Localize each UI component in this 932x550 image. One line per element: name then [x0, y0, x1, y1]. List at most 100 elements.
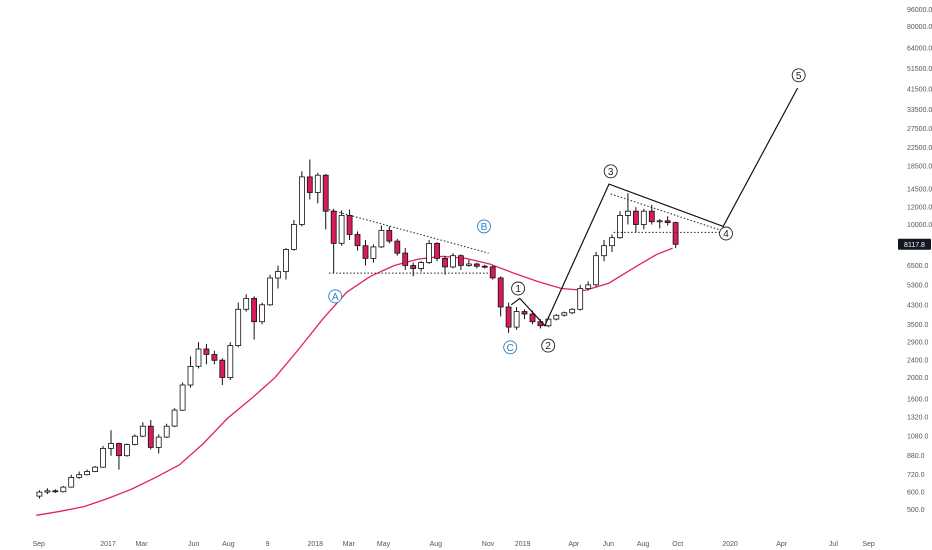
wave-label-text: 5: [796, 71, 802, 82]
candle-body-down: [505, 306, 512, 328]
candle-body-up: [426, 242, 433, 263]
wave-label-a: A: [328, 289, 343, 304]
candle: [259, 302, 266, 325]
x-tick-label: 2018: [308, 541, 324, 548]
y-tick-label: 64000.0: [907, 45, 932, 52]
candle: [44, 488, 51, 494]
candle-body-up: [450, 255, 456, 268]
wave-label-3: 3: [603, 164, 618, 179]
candle: [617, 211, 623, 239]
y-tick-label: 14500.0: [907, 187, 932, 194]
wave-label-c: C: [503, 340, 518, 355]
x-tick-label: May: [377, 541, 391, 548]
candle-body-down: [481, 265, 488, 268]
candle: [124, 443, 130, 457]
candle: [306, 159, 313, 200]
candle-body-up: [418, 262, 425, 269]
candle-body-down: [219, 359, 226, 378]
candle: [450, 253, 456, 269]
candle-body-down: [346, 214, 353, 235]
candle: [338, 210, 345, 246]
candle: [235, 302, 242, 348]
candle: [195, 342, 202, 369]
candle-body-down: [147, 425, 154, 448]
candle-body-up: [338, 214, 345, 244]
candle-body-down: [648, 210, 655, 223]
candle: [465, 259, 472, 267]
candle-body-down: [306, 176, 313, 193]
candle-body-up: [275, 271, 281, 279]
wave-label-circle: [328, 289, 343, 304]
candle: [330, 208, 337, 274]
x-tick-label: Mar: [343, 541, 356, 548]
candle-body-up: [298, 176, 305, 225]
candle-body-down: [211, 354, 218, 361]
candle: [322, 174, 329, 230]
y-tick-label: 1080.0: [907, 434, 929, 441]
candle: [76, 471, 83, 479]
candle-body-up: [44, 490, 51, 493]
candle-body-up: [513, 311, 520, 328]
candle: [378, 225, 385, 249]
candle-body-up: [601, 245, 607, 257]
y-tick-label: 1600.0: [907, 396, 929, 403]
candle: [656, 219, 663, 229]
candle: [219, 358, 226, 385]
candle-body-down: [410, 265, 417, 269]
candle-body-down: [489, 266, 496, 279]
y-tick-label: 5300.0: [907, 282, 929, 289]
candle: [609, 234, 615, 252]
candle-body-up: [76, 474, 83, 478]
y-tick-label: 18500.0: [907, 164, 932, 171]
wave-label-5: 5: [791, 68, 806, 83]
y-tick-label: 12000.0: [907, 205, 932, 212]
candle-body-up: [179, 384, 186, 411]
candle-body-up: [187, 365, 194, 386]
dotted-trendline: [610, 193, 725, 232]
candle-body-up: [155, 436, 162, 448]
candle-body-down: [633, 210, 639, 225]
y-tick-label: 6500.0: [907, 263, 929, 270]
wave-label-4: 4: [719, 226, 733, 241]
candle: [457, 254, 464, 270]
wave-label-circle: [503, 340, 518, 355]
candle: [473, 262, 480, 269]
candle: [481, 264, 488, 269]
candle: [283, 248, 289, 280]
x-tick-label: Aug: [222, 541, 235, 548]
current-price-badge: [898, 238, 931, 250]
y-tick-label: 880.0: [907, 453, 925, 460]
candle: [577, 284, 584, 311]
candle: [155, 434, 162, 454]
x-tick-label: Jul: [829, 541, 838, 548]
candle: [108, 430, 114, 456]
candle: [68, 474, 75, 488]
candle-body-down: [529, 313, 536, 323]
candle: [92, 465, 98, 473]
candle-body-up: [171, 409, 178, 427]
x-tick-label: Apr: [776, 541, 788, 548]
candle-body-up: [609, 237, 615, 247]
y-tick-label: 3500.0: [907, 322, 929, 329]
wave-label-circle: [541, 338, 556, 353]
wave-label-2: 2: [541, 338, 556, 353]
candle: [147, 420, 154, 450]
y-tick-label: 27500.0: [907, 126, 932, 133]
trendlines-layer: [328, 87, 799, 327]
candle: [648, 204, 655, 225]
candle: [505, 302, 512, 333]
candle-body-down: [52, 490, 59, 493]
candle: [314, 172, 321, 204]
candle: [601, 240, 607, 262]
candle: [100, 445, 106, 468]
candle-body-up: [227, 345, 234, 379]
candle-body-up: [36, 491, 43, 497]
candle: [346, 209, 353, 240]
candle: [633, 207, 639, 233]
wave-label-circle: [719, 226, 733, 241]
moving-average-layer: [36, 247, 673, 516]
candle-body-up: [235, 308, 242, 346]
x-tick-label: 2020: [722, 541, 738, 548]
candle-body-up: [92, 466, 98, 472]
